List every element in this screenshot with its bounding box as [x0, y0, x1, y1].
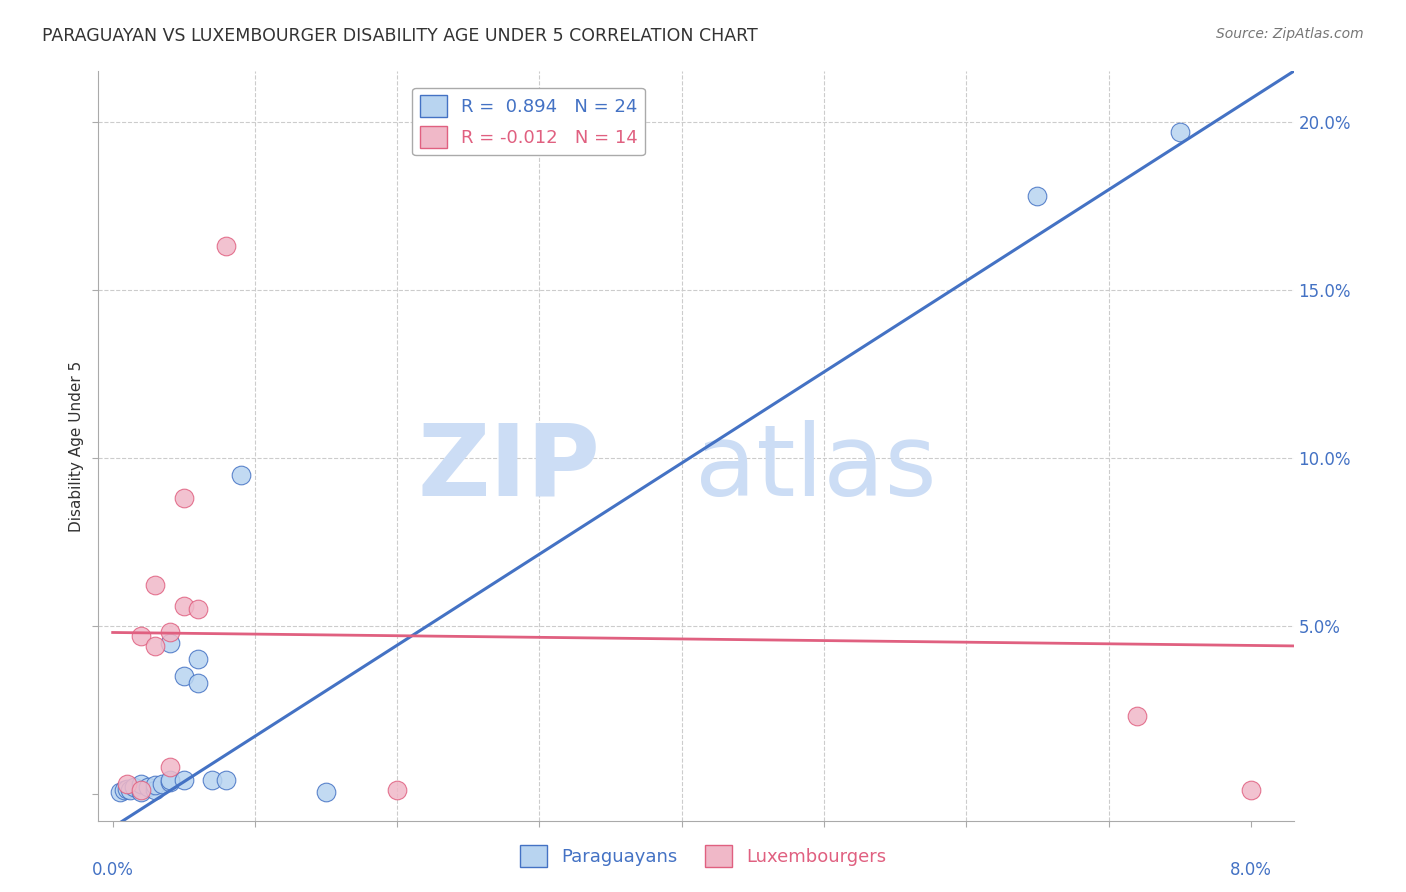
Point [143, 783, 166, 797]
Point [129, 783, 152, 797]
Point [173, 491, 195, 505]
Text: PARAGUAYAN VS LUXEMBOURGER DISABILITY AGE UNDER 5 CORRELATION CHART: PARAGUAYAN VS LUXEMBOURGER DISABILITY AG… [42, 27, 758, 45]
Legend: Paraguayans, Luxembourgers: Paraguayans, Luxembourgers [513, 838, 893, 874]
Point [173, 773, 195, 788]
Point [201, 773, 224, 788]
Point [187, 602, 209, 616]
Point [136, 780, 159, 794]
Point [152, 777, 174, 791]
Point [187, 652, 209, 666]
Legend: R =  0.894   N = 24, R = -0.012   N = 14: R = 0.894 N = 24, R = -0.012 N = 14 [412, 88, 645, 155]
Text: atlas: atlas [695, 420, 936, 517]
Point [159, 760, 181, 774]
Point [115, 777, 138, 791]
Point [143, 639, 166, 653]
Point [1126, 709, 1149, 723]
Point [129, 777, 152, 791]
Text: ZIP: ZIP [418, 420, 600, 517]
Text: Source: ZipAtlas.com: Source: ZipAtlas.com [1216, 27, 1364, 41]
Point [159, 625, 181, 640]
Point [159, 775, 181, 789]
Point [385, 783, 409, 797]
Text: 0.0%: 0.0% [91, 861, 134, 879]
Point [108, 785, 131, 799]
Point [173, 599, 195, 613]
Point [159, 773, 181, 788]
Text: 8.0%: 8.0% [1230, 861, 1272, 879]
Point [173, 669, 195, 683]
Point [129, 629, 152, 643]
Y-axis label: Disability Age Under 5: Disability Age Under 5 [69, 360, 84, 532]
Point [187, 676, 209, 690]
Point [122, 780, 145, 794]
Point [143, 778, 166, 792]
Point [1026, 188, 1049, 202]
Point [215, 773, 238, 788]
Point [315, 785, 337, 799]
Point [112, 783, 135, 797]
Point [118, 783, 141, 797]
Point [1168, 125, 1191, 139]
Point [215, 239, 238, 253]
Point [229, 467, 252, 482]
Point [1240, 783, 1263, 797]
Point [159, 635, 181, 649]
Point [129, 785, 152, 799]
Point [143, 578, 166, 592]
Point [115, 781, 138, 796]
